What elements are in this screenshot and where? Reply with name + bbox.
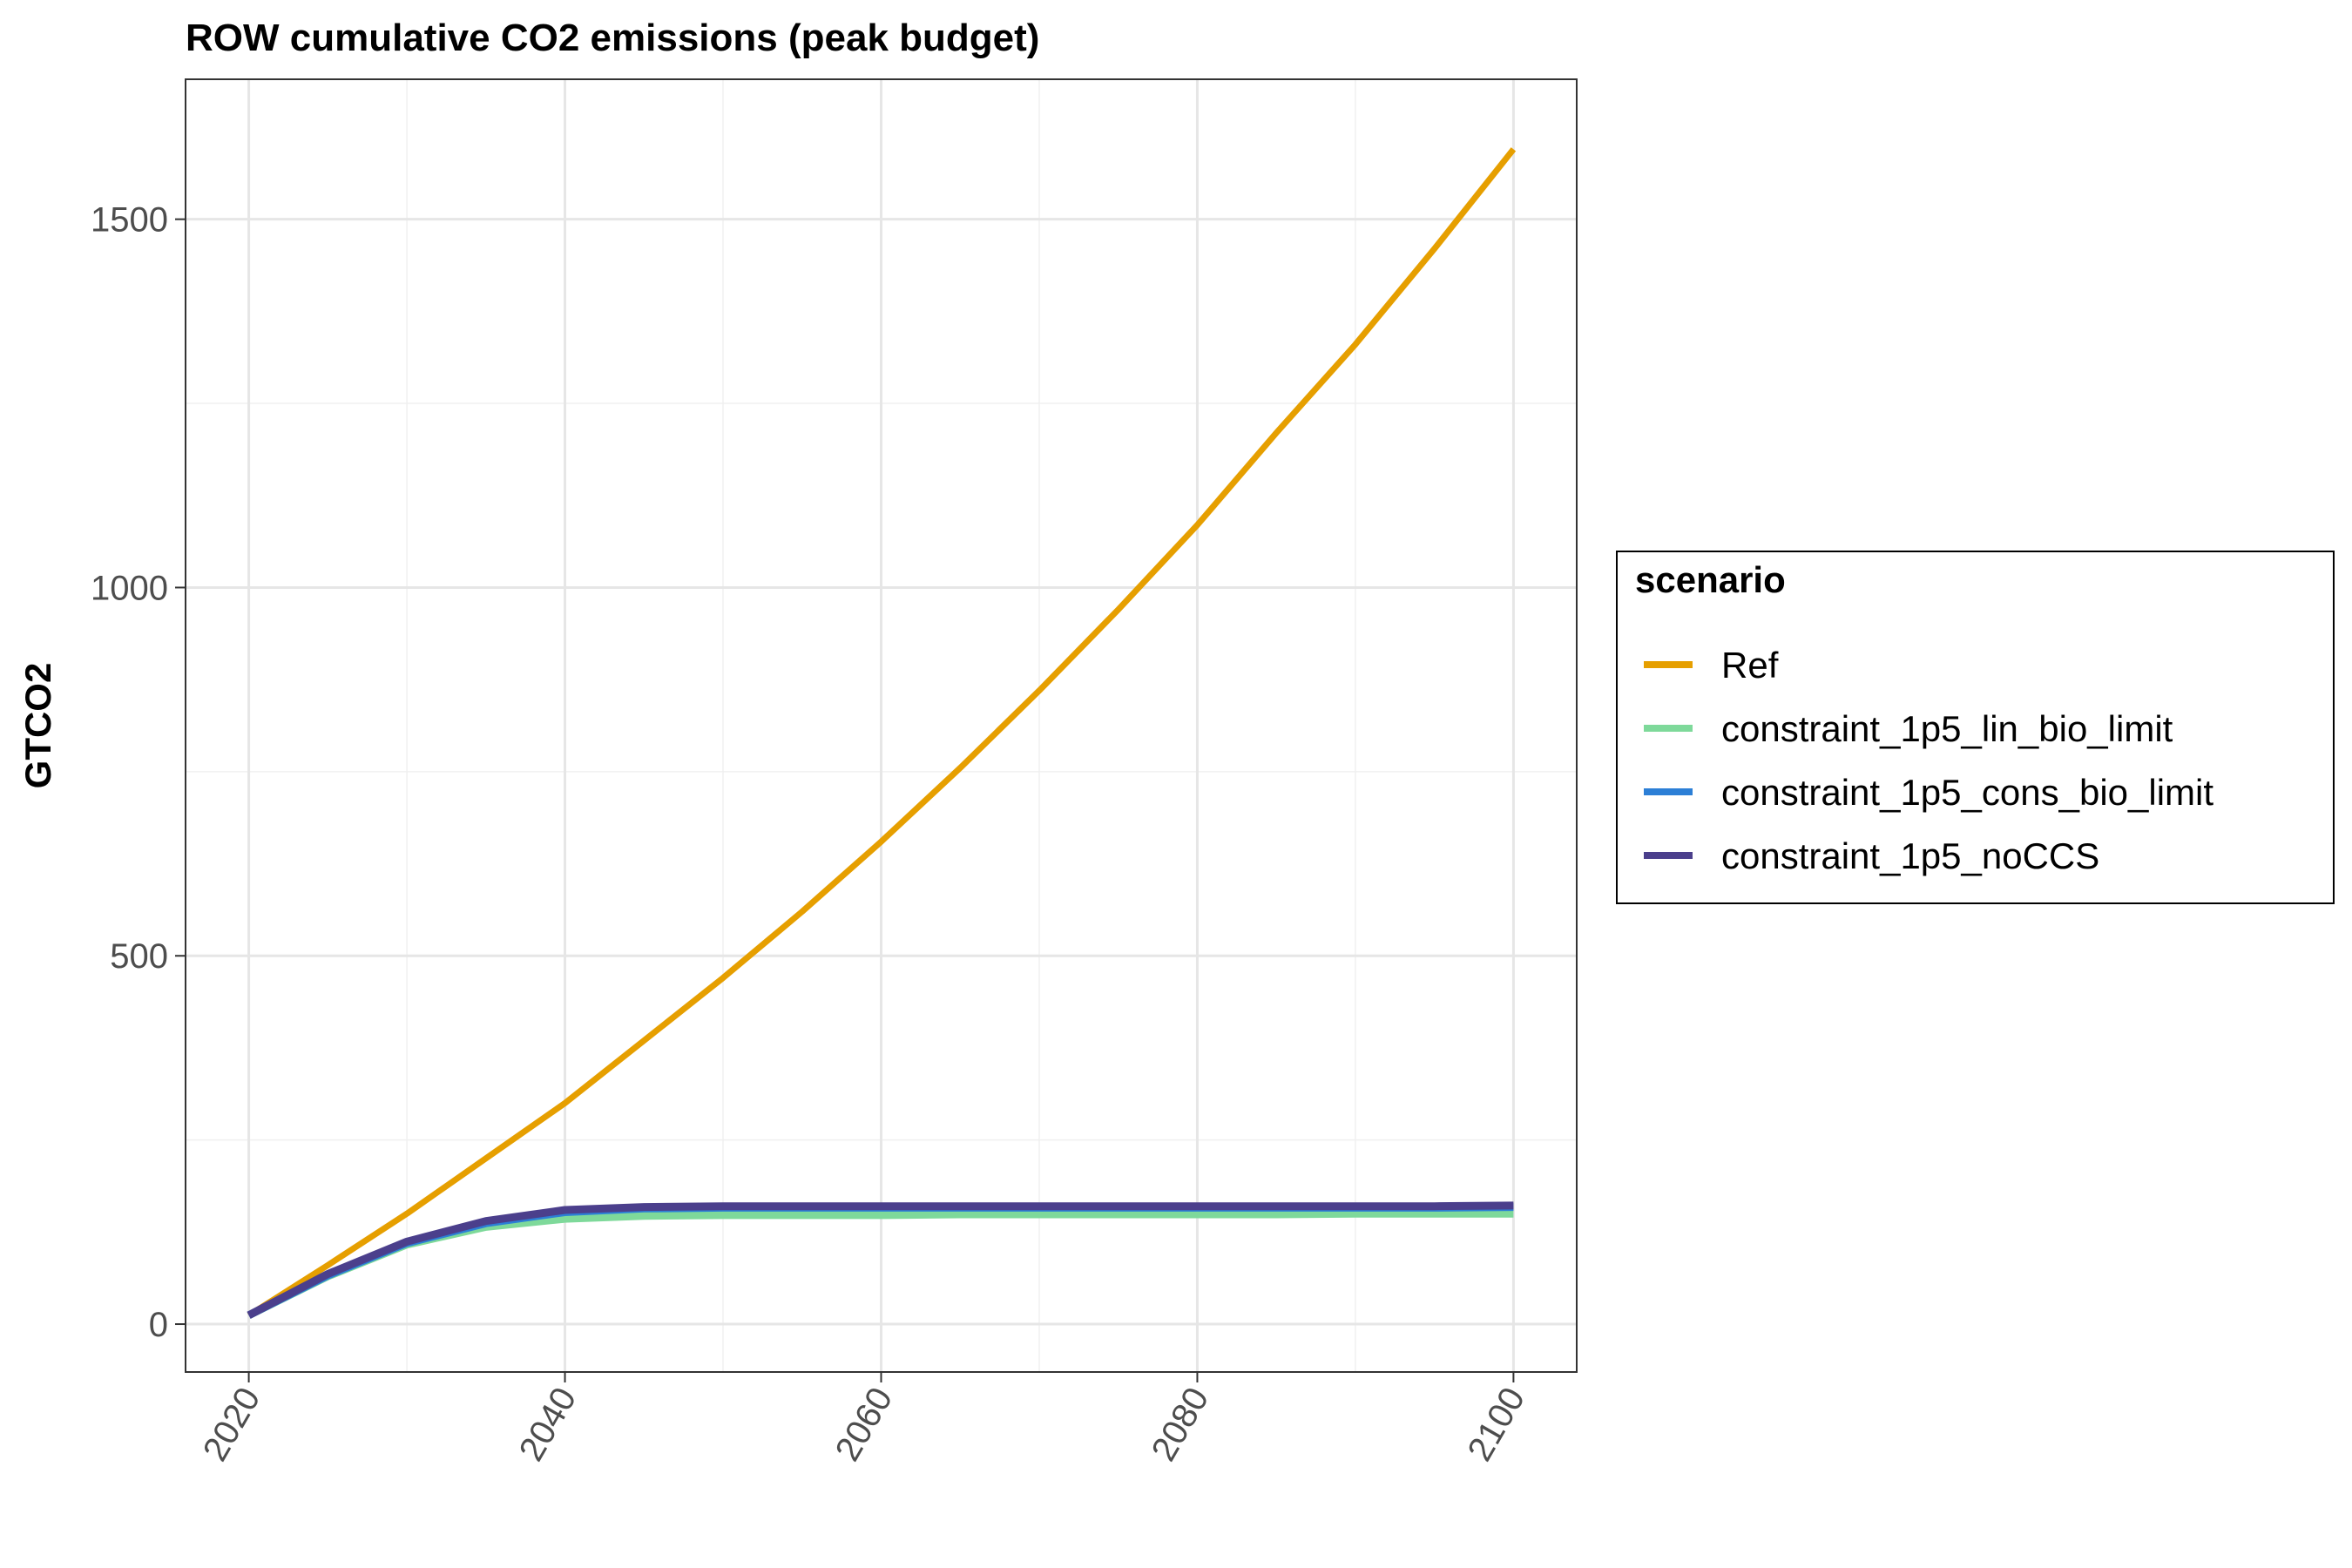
x-tick-label: 2040 (512, 1382, 585, 1468)
grid (186, 79, 1577, 1372)
legend-label: Ref (1721, 645, 1779, 686)
chart-title: ROW cumulative CO2 emissions (peak budge… (186, 17, 1039, 59)
legend-label: constraint_1p5_noCCS (1721, 835, 2099, 876)
y-tick-label: 0 (149, 1306, 168, 1344)
y-axis: 0 500 1000 1500 (91, 201, 186, 1344)
y-axis-label: GTCO2 (17, 663, 58, 789)
legend-box (1616, 551, 2335, 904)
x-tick-label: 2100 (1461, 1382, 1533, 1468)
series-lines (247, 147, 1517, 1319)
y-tick-label: 500 (110, 937, 168, 976)
x-tick-label: 2060 (828, 1382, 901, 1468)
x-axis: 2020 2040 2060 2080 2100 (196, 1372, 1532, 1468)
x-tick-label: 2080 (1145, 1382, 1217, 1468)
series-line (247, 1201, 1514, 1319)
legend-title: scenario (1635, 559, 1786, 600)
series-line (247, 147, 1517, 1318)
legend: scenario Ref constraint_1p5_lin_bio_limit… (1616, 551, 2335, 904)
legend-label: constraint_1p5_lin_bio_limit (1721, 708, 2173, 749)
x-tick-label: 2020 (196, 1382, 268, 1468)
y-tick-label: 1500 (91, 201, 168, 240)
y-tick-label: 1000 (91, 569, 168, 607)
legend-label: constraint_1p5_cons_bio_limit (1721, 772, 2213, 813)
